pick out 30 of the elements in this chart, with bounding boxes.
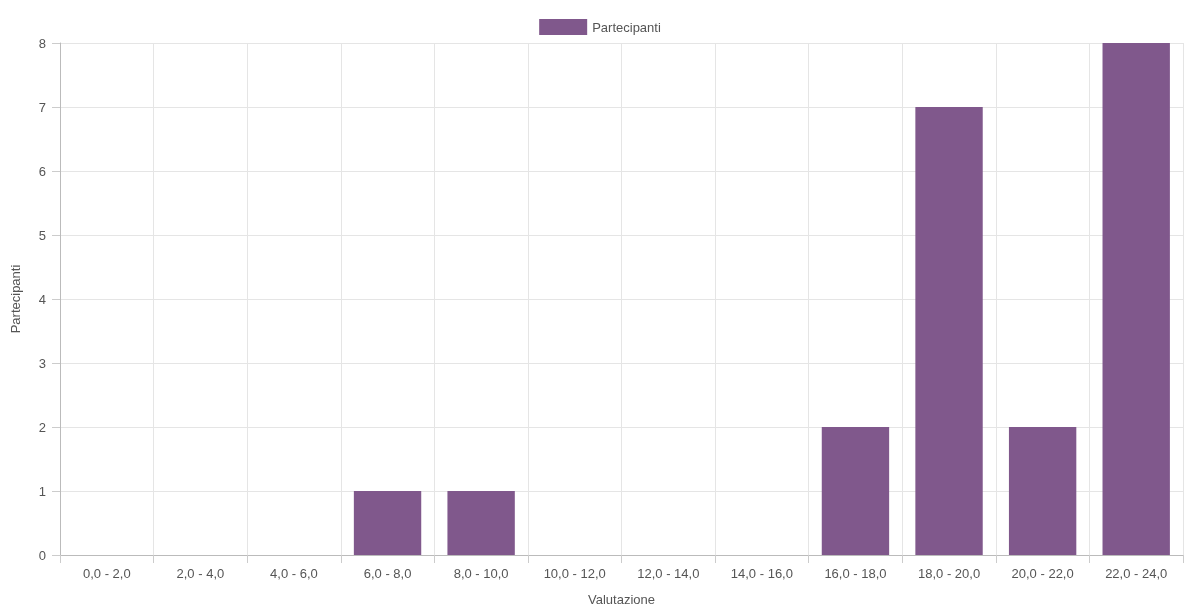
x-axis-title: Valutazione: [588, 592, 655, 607]
x-tick-label: 16,0 - 18,0: [824, 566, 887, 581]
bar: [1008, 427, 1077, 555]
bar: [915, 107, 983, 555]
y-tick-label: 6: [38, 163, 46, 179]
y-tick-label: 7: [38, 99, 46, 115]
x-tick-label: 8,0 - 10,0: [453, 566, 509, 581]
y-tick-label: 0: [38, 547, 46, 563]
bar: [447, 491, 515, 555]
x-tick-label: 6,0 - 8,0: [363, 566, 412, 581]
x-tick-label: 18,0 - 20,0: [917, 566, 981, 581]
bar: [1102, 43, 1170, 555]
y-axis-title: Partecipanti: [8, 264, 23, 334]
y-tick-label: 3: [38, 355, 46, 371]
y-tick-label: 8: [38, 35, 46, 51]
x-tick-label: 22,0 - 24,0: [1105, 566, 1168, 581]
x-tick-label: 4,0 - 6,0: [270, 566, 318, 581]
x-tick-label: 10,0 - 12,0: [543, 566, 606, 581]
legend-label: Partecipanti: [592, 19, 661, 35]
bar: [353, 491, 422, 555]
x-tick-label: 12,0 - 14,0: [637, 566, 700, 581]
y-tick-label: 4: [38, 291, 46, 307]
x-tick-label: 2,0 - 4,0: [176, 566, 225, 581]
x-tick-label: 0,0 - 2,0: [82, 566, 131, 581]
y-tick-label: 2: [38, 419, 46, 435]
y-tick-label: 5: [38, 227, 46, 243]
y-tick-label: 1: [38, 483, 46, 499]
x-tick-label: 20,0 - 22,0: [1011, 566, 1074, 581]
x-tick-label: 14,0 - 16,0: [730, 566, 793, 581]
bar: [821, 427, 890, 555]
